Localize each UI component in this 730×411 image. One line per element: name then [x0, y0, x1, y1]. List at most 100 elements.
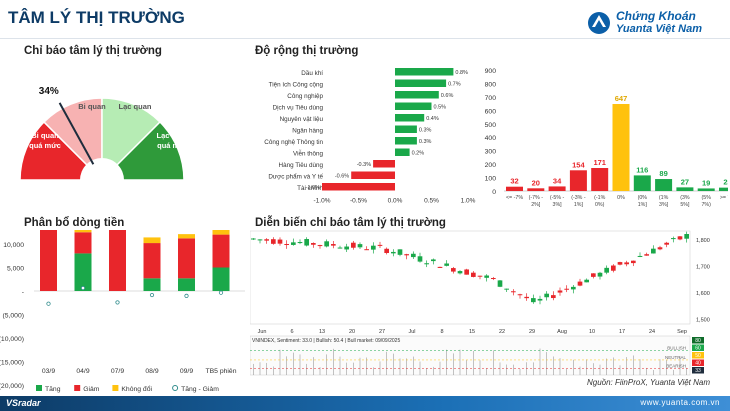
- dist-x-tick: 1%]: [574, 202, 584, 208]
- hist-x-tick: Sep: [677, 329, 687, 335]
- hist-candle-body: [464, 269, 469, 275]
- hist-candle-body: [651, 248, 656, 254]
- flow-net-point: [149, 292, 155, 298]
- hist-candle-body: [324, 241, 329, 247]
- flow-legend-label: Giảm: [83, 386, 100, 393]
- breadth-section-title: Độ rộng thị trường: [255, 45, 359, 57]
- hist-x-tick: 13: [319, 329, 325, 335]
- hist-badge-label: 33: [695, 368, 701, 374]
- gauge-zone-label-1: Bi quan: [31, 131, 59, 140]
- history-section-title: Diễn biến chỉ báo tâm lý thị trường: [255, 217, 446, 229]
- gauge-zone-1: [19, 120, 104, 181]
- flow-x-tick: 08/9: [145, 368, 158, 375]
- dist-x-tick: (5%: [701, 195, 711, 201]
- hist-candle-body: [457, 271, 463, 274]
- dist-value-label: 19: [702, 178, 710, 187]
- gauge-section-title: Chỉ báo tâm lý thị trường: [24, 45, 162, 57]
- dist-bar: [612, 104, 630, 191]
- flow-bar-Tăng: [212, 267, 230, 291]
- hist-candle-body: [604, 267, 609, 273]
- dist-x-tick: 1%]: [638, 202, 648, 208]
- hist-candle-body: [304, 239, 309, 246]
- flow-x-tick: 03/9: [42, 368, 55, 375]
- dist-x-tick: >= 7%: [720, 195, 728, 201]
- hist-x-tick: 29: [529, 329, 535, 335]
- hist-x-tick: Jul: [408, 329, 415, 335]
- sector-value-label: 0.6%: [441, 93, 454, 99]
- flow-net-point: [80, 285, 86, 291]
- sector-label: Ngân hàng: [292, 128, 323, 135]
- dist-y-tick: 400: [485, 135, 497, 142]
- hist-candle-body: [437, 266, 443, 268]
- dist-x-tick: 3%]: [659, 202, 669, 208]
- dist-y-tick: 900: [485, 68, 497, 75]
- hist-candle-body: [637, 255, 643, 257]
- sentiment-history-chart: 1,800 1,700 1,600 1,500 Jun 6 13 20 27 Jul 8 15 22 29…: [250, 230, 710, 376]
- gauge-zone-label-3: Lạc quan: [119, 102, 152, 111]
- dist-x-tick: 3%]: [553, 202, 563, 208]
- hist-candle-body: [384, 248, 389, 254]
- hist-x-tick: 6: [290, 329, 293, 335]
- hist-candle-body: [444, 263, 449, 266]
- sector-label: Tài chính: [297, 185, 323, 192]
- hist-candle-body: [404, 254, 409, 256]
- flow-bar-Không đổi: [74, 230, 92, 233]
- dist-x-tick: (3%: [680, 195, 690, 201]
- hist-candle-body: [297, 242, 303, 244]
- hist-candle-body: [684, 233, 689, 239]
- hist-threshold-label: BULLISH: [667, 345, 686, 350]
- flow-legend-swatch: [36, 385, 42, 391]
- sector-bar: [395, 79, 447, 87]
- hist-candle-body: [631, 260, 636, 264]
- hist-candle-body: [644, 254, 649, 256]
- hist-y-tick: 1,500: [696, 318, 710, 324]
- hist-candle-body: [351, 242, 356, 248]
- hist-badge: [692, 352, 704, 359]
- flow-legend-label: Tăng - Giảm: [181, 386, 219, 393]
- source-note: Nguồn: FiinProX, Yuanta Việt Nam: [586, 378, 710, 387]
- dist-y-tick: 500: [485, 122, 497, 129]
- dist-value-label: 171: [593, 158, 606, 167]
- flow-net-point: [184, 293, 189, 299]
- dist-bar: [569, 170, 587, 191]
- dist-y-tick: 300: [485, 149, 497, 156]
- hist-x-tick: 17: [619, 329, 625, 335]
- hist-candle-body: [491, 278, 496, 280]
- sector-bar: [395, 114, 425, 122]
- dist-y-tick: 800: [485, 81, 497, 88]
- flow-x-tick: 09/9: [180, 368, 193, 375]
- hist-candle-body: [311, 243, 316, 245]
- hist-candle-body: [451, 268, 456, 272]
- sector-breadth-chart: Dầu khí 0.8% Tiện ích Công cộng 0.7% Công ng…: [264, 68, 476, 205]
- dist-y-tick: 100: [485, 176, 497, 183]
- sector-label: Hàng Tiêu dùng: [279, 162, 324, 169]
- hist-candle-body: [677, 236, 683, 240]
- hist-y-tick: 1,700: [696, 265, 710, 271]
- hist-candle-body: [484, 275, 489, 278]
- hist-candle-body: [364, 249, 369, 251]
- sector-x-tick: -1.0%: [314, 198, 331, 205]
- sector-bar: [395, 102, 432, 110]
- dist-value-label: 25: [723, 178, 728, 187]
- sector-bar: [395, 68, 454, 76]
- hist-badge-label: 60: [695, 346, 701, 352]
- hist-candle-body: [657, 247, 663, 250]
- hist-candle-body: [597, 272, 603, 277]
- hist-candle-body: [617, 262, 623, 265]
- hist-status-text: VNINDEX, Sentiment: 33.0 | Bullish: 50.4…: [252, 338, 400, 344]
- hist-y-tick: 1,600: [696, 291, 710, 297]
- sector-label: Dược phẩm và Y tế: [268, 172, 323, 181]
- hist-candle-body: [331, 244, 336, 246]
- sector-label: Công nghiệp: [287, 93, 323, 100]
- sector-value-label: -0.3%: [357, 162, 371, 168]
- flow-y-tick: 10,000: [3, 242, 24, 249]
- price-change-distribution-chart: 0 100 200 300 400 500 600 700 800 900 32 <= -7% 20 (-…: [485, 68, 728, 208]
- flow-y-tick: (20,000): [0, 383, 24, 390]
- sector-label: Tiện ích Công cộng: [269, 82, 324, 89]
- money-flow-chart: 20,00015,00010,0005,000-(5,000)(10,000)(…: [0, 230, 245, 393]
- sector-label: Công nghệ Thông tin: [264, 139, 323, 146]
- yuanta-logo: Chứng Khoán Yuanta Việt Nam: [580, 6, 720, 40]
- hist-candle-body: [537, 298, 543, 301]
- sector-label: Dầu khí: [301, 68, 323, 77]
